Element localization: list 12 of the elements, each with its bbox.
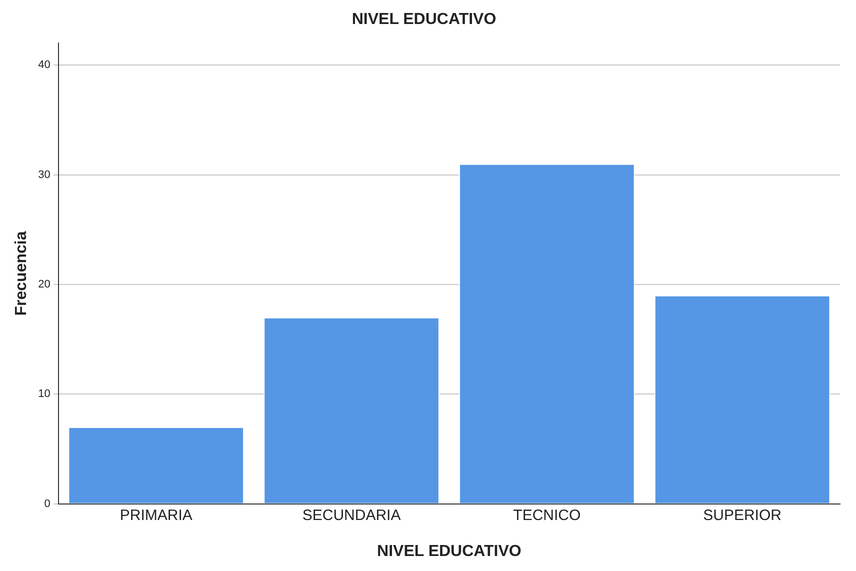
y-tick-label: 0 — [44, 498, 50, 510]
y-axis-title: Frecuencia — [13, 231, 30, 316]
x-tick-label: PRIMARIA — [120, 506, 192, 524]
x-tick-label: SUPERIOR — [703, 506, 782, 524]
y-tick-label: 30 — [38, 168, 50, 181]
x-axis-title: NIVEL EDUCATIVO — [377, 542, 522, 560]
x-tick-label: SECUNDARIA — [302, 506, 401, 524]
chart-title: NIVEL EDUCATIVO — [352, 11, 496, 28]
y-tick-label: 10 — [38, 388, 50, 400]
y-tick-label: 20 — [38, 278, 50, 290]
x-tick-label: TECNICO — [513, 506, 581, 524]
y-tick-label: 40 — [38, 59, 50, 72]
